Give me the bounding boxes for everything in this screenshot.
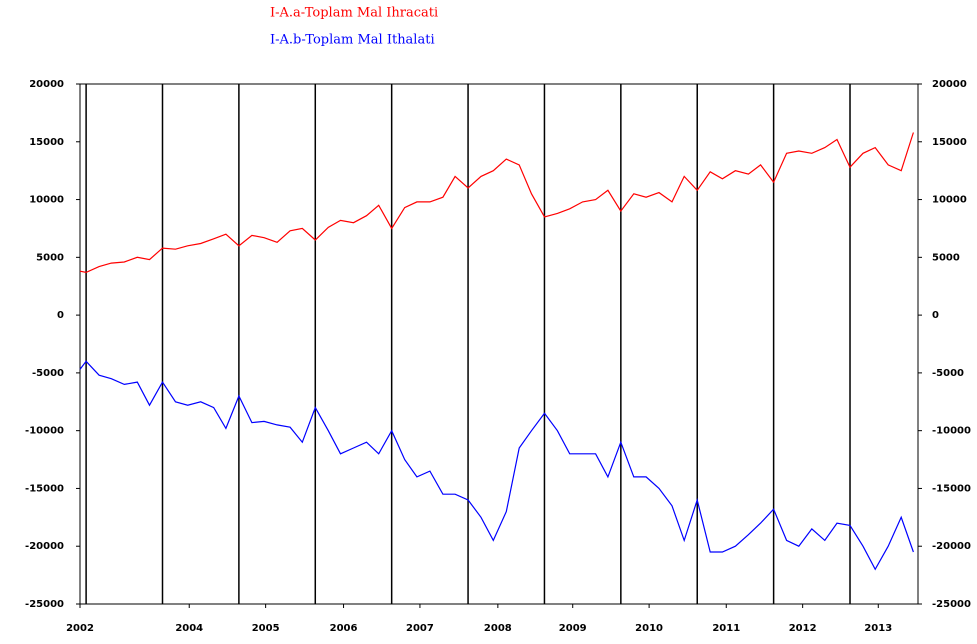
x-tick-label: 2002	[66, 623, 94, 634]
y2-tick-label: 15000	[932, 137, 967, 148]
y-tick-label: 10000	[29, 195, 64, 206]
x-tick-label: 2004	[175, 623, 203, 634]
legend-entry: I-A.b-Toplam Mal Ithalati	[270, 33, 435, 48]
y-tick-label: 20000	[29, 79, 64, 90]
y2-tick-label: 10000	[932, 195, 967, 206]
x-tick-label: 2009	[559, 623, 587, 634]
y2-tick-label: 0	[932, 310, 939, 321]
x-tick-label: 2013	[864, 623, 892, 634]
y-tick-label: -5000	[32, 368, 64, 379]
y2-tick-label: -10000	[932, 426, 971, 437]
x-tick-label: 2008	[484, 623, 512, 634]
y2-tick-label: -20000	[932, 541, 971, 552]
y2-tick-label: -5000	[932, 368, 964, 379]
y-tick-label: 15000	[29, 137, 64, 148]
y2-tick-label: -25000	[932, 599, 971, 610]
x-tick-label: 2007	[406, 623, 434, 634]
y2-tick-label: 20000	[932, 79, 967, 90]
legend-entry: I-A.a-Toplam Mal Ihracati	[270, 6, 438, 21]
x-tick-label: 2005	[252, 623, 280, 634]
series-line	[79, 132, 914, 274]
plot-frame	[79, 83, 919, 605]
y-tick-label: 0	[57, 310, 64, 321]
x-tick-label: 2006	[330, 623, 358, 634]
y-tick-label: -20000	[25, 541, 64, 552]
y-tick-label: 5000	[36, 252, 64, 263]
y2-tick-label: -15000	[932, 483, 971, 494]
y-tick-label: -25000	[25, 599, 64, 610]
x-tick-label: 2010	[635, 623, 663, 634]
x-tick-label: 2011	[712, 623, 740, 634]
y-tick-label: -15000	[25, 483, 64, 494]
series-line	[79, 360, 914, 571]
x-tick-label: 2012	[789, 623, 817, 634]
y2-tick-label: 5000	[932, 252, 960, 263]
y-tick-label: -10000	[25, 426, 64, 437]
